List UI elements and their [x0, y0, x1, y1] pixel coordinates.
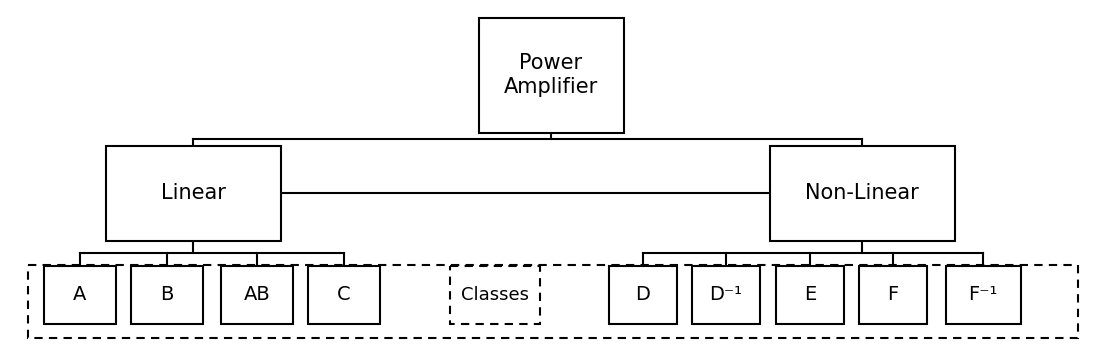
Bar [776, 266, 844, 324]
Bar [858, 266, 927, 324]
Text: F: F [887, 286, 898, 304]
Text: C: C [337, 286, 350, 304]
Bar [222, 266, 293, 324]
Text: Power
Amplifier: Power Amplifier [504, 53, 598, 97]
Bar [131, 266, 203, 324]
Bar [478, 17, 624, 132]
Bar [609, 266, 677, 324]
Text: Non-Linear: Non-Linear [806, 183, 919, 203]
Text: B: B [160, 286, 174, 304]
Text: Classes: Classes [461, 286, 529, 304]
Text: D: D [636, 286, 650, 304]
Bar [28, 265, 1078, 338]
Bar [44, 266, 116, 324]
Text: Linear: Linear [161, 183, 226, 203]
Text: F⁻¹: F⁻¹ [969, 286, 997, 304]
Text: D⁻¹: D⁻¹ [710, 286, 743, 304]
Bar [769, 145, 954, 240]
Text: A: A [74, 286, 87, 304]
Text: AB: AB [244, 286, 270, 304]
Bar [450, 266, 540, 324]
Bar [946, 266, 1020, 324]
Text: E: E [803, 286, 817, 304]
Bar [692, 266, 760, 324]
Bar [106, 145, 281, 240]
Bar [307, 266, 380, 324]
